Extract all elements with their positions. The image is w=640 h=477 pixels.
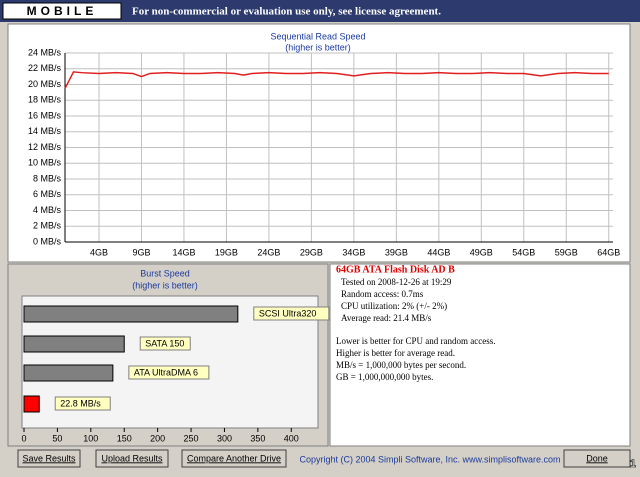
- read-line: [64, 71, 609, 89]
- y-tick-label: 24 MB/s: [28, 47, 62, 57]
- chart-subtitle: (higher is better): [285, 42, 351, 52]
- x-tick-label: 250: [184, 433, 199, 443]
- button-label[interactable]: Done: [586, 453, 608, 463]
- y-tick-label: 12 MB/s: [28, 142, 62, 152]
- x-tick-label: 4GB: [90, 247, 108, 257]
- x-tick-label: 0: [21, 433, 26, 443]
- x-tick-label: 14GB: [172, 247, 195, 257]
- y-tick-label: 4 MB/s: [33, 205, 62, 215]
- bar-label: SCSI Ultra320: [259, 308, 317, 318]
- y-tick-label: 22 MB/s: [28, 63, 62, 73]
- x-tick-label: 64GB: [597, 247, 620, 257]
- y-tick-label: 8 MB/s: [33, 173, 62, 183]
- read-panel: [7, 23, 631, 263]
- license-notice: For non-commercial or evaluation use onl…: [132, 6, 441, 18]
- button[interactable]: [17, 449, 81, 468]
- x-tick-label: 54GB: [512, 247, 535, 257]
- bar: [23, 395, 40, 413]
- banner: [0, 0, 640, 22]
- x-tick-label: 44GB: [427, 247, 450, 257]
- x-tick-label: 100: [83, 433, 98, 443]
- bar-label: SATA 150: [145, 338, 184, 348]
- y-tick-label: 18 MB/s: [28, 95, 62, 105]
- x-tick-label: 50: [52, 433, 62, 443]
- y-tick-label: 10 MB/s: [28, 158, 62, 168]
- x-tick-label: 400: [284, 433, 299, 443]
- info-note: Lower is better for CPU and random acces…: [336, 336, 495, 346]
- x-tick-label: 300: [217, 433, 232, 443]
- y-tick-label: 0 MB/s: [33, 236, 62, 246]
- chart-title: Burst Speed: [140, 268, 190, 278]
- info-detail: Average read: 21.4 MB/s: [341, 313, 432, 323]
- label-box: [139, 336, 191, 351]
- button[interactable]: [95, 449, 169, 468]
- y-tick-label: 20 MB/s: [28, 79, 62, 89]
- y-tick-label: 14 MB/s: [28, 126, 62, 136]
- button[interactable]: [563, 449, 631, 468]
- button[interactable]: [181, 449, 287, 468]
- info-detail: Random access: 0.7ms: [341, 289, 424, 299]
- info-panel: [329, 263, 631, 447]
- bar: [23, 335, 125, 353]
- info-note: Higher is better for average read.: [336, 348, 455, 358]
- button-label[interactable]: Save Results: [22, 453, 76, 463]
- x-tick-label: 59GB: [555, 247, 578, 257]
- logo-box: [2, 2, 122, 20]
- x-tick-label: 29GB: [300, 247, 323, 257]
- bar-label: 22.8 MB/s: [60, 398, 101, 408]
- y-tick-label: 6 MB/s: [33, 189, 62, 199]
- bar: [23, 305, 239, 323]
- x-tick-label: 34GB: [342, 247, 365, 257]
- copyright: Copyright (C) 2004 Simpli Software, Inc.…: [299, 454, 560, 464]
- x-tick-label: 39GB: [385, 247, 408, 257]
- logo: MOBILE: [27, 4, 98, 18]
- button-label[interactable]: Upload Results: [101, 453, 163, 463]
- bar: [23, 364, 114, 382]
- x-tick-label: 150: [117, 433, 132, 443]
- y-tick-label: 16 MB/s: [28, 110, 62, 120]
- x-tick-label: 200: [150, 433, 165, 443]
- x-tick-label: 9GB: [132, 247, 150, 257]
- info-note: MB/s = 1,000,000 bytes per second.: [336, 360, 466, 370]
- info-detail: CPU utilization: 2% (+/- 2%): [341, 301, 447, 311]
- label-box: [54, 396, 111, 411]
- label-box: [253, 306, 330, 321]
- y-tick-label: 2 MB/s: [33, 221, 62, 231]
- chart-title: Sequential Read Speed: [270, 31, 365, 41]
- info-note: GB = 1,000,000,000 bytes.: [336, 372, 433, 382]
- bar-label: ATA UltraDMA 6: [134, 367, 198, 377]
- drive-title: 64GB ATA Flash Disk AD B: [336, 264, 455, 275]
- x-tick-label: 350: [250, 433, 265, 443]
- chart-subtitle: (higher is better): [132, 280, 198, 290]
- button-label[interactable]: Compare Another Drive: [187, 453, 281, 463]
- x-tick-label: 24GB: [257, 247, 280, 257]
- x-tick-label: 19GB: [215, 247, 238, 257]
- info-detail: Tested on 2008-12-26 at 19:29: [341, 277, 452, 287]
- label-box: [128, 365, 210, 380]
- x-tick-label: 49GB: [470, 247, 493, 257]
